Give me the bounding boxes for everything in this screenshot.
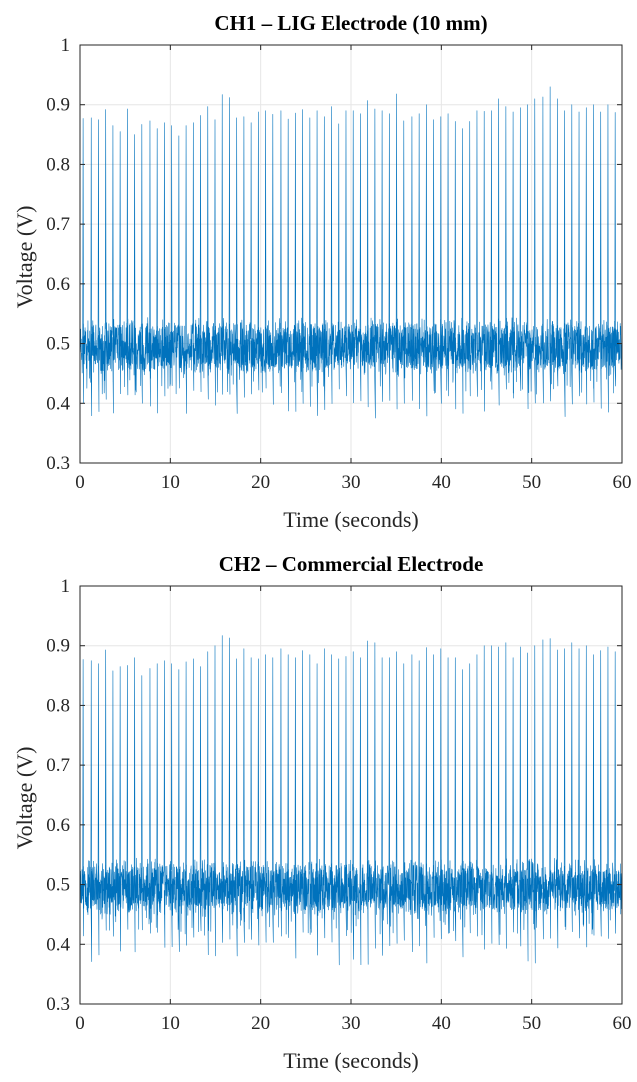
x-tick-label: 20 (251, 472, 270, 493)
y-tick-label: 1 (61, 576, 71, 597)
x-tick-label: 10 (161, 1013, 180, 1034)
y-tick-label: 0.6 (46, 274, 70, 295)
y-axis-label: Voltage (V) (12, 206, 37, 309)
y-tick-label: 0.8 (46, 695, 70, 716)
y-tick-labels: 0.3 0.4 0.5 0.6 0.7 0.8 0.9 1 (46, 576, 70, 1015)
x-tick-labels: 0 10 20 30 40 50 60 (75, 1013, 631, 1034)
y-tick-label: 1 (61, 35, 71, 56)
x-axis-label: Time (seconds) (283, 507, 418, 532)
chart-ch1: CH1 – LIG Electrode (10 mm) 0 10 20 30 40 50 6… (0, 0, 637, 541)
y-tick-label: 0.7 (46, 214, 70, 235)
grid-lines (80, 45, 622, 463)
y-tick-label: 0.9 (46, 636, 70, 657)
x-tick-label: 60 (613, 1013, 632, 1034)
y-tick-label: 0.5 (46, 334, 70, 355)
y-tick-label: 0.4 (46, 934, 70, 955)
x-tick-label: 20 (251, 1013, 270, 1034)
x-tick-label: 30 (342, 1013, 361, 1034)
x-tick-label: 50 (522, 472, 541, 493)
y-tick-label: 0.5 (46, 875, 70, 896)
x-tick-label: 50 (522, 1013, 541, 1034)
x-tick-label: 30 (342, 472, 361, 493)
x-tick-label: 40 (432, 472, 451, 493)
y-tick-label: 0.3 (46, 453, 70, 474)
y-tick-label: 0.7 (46, 755, 70, 776)
y-tick-label: 0.4 (46, 393, 70, 414)
y-tick-labels: 0.3 0.4 0.5 0.6 0.7 0.8 0.9 1 (46, 35, 70, 474)
y-tick-label: 0.6 (46, 815, 70, 836)
x-tick-labels: 0 10 20 30 40 50 60 (75, 472, 631, 493)
chart-title: CH2 – Commercial Electrode (219, 552, 484, 576)
y-tick-label: 0.3 (46, 994, 70, 1015)
chart-panel-ch1: CH1 – LIG Electrode (10 mm) 0 10 20 30 40 50 6… (0, 0, 637, 541)
x-tick-label: 60 (613, 472, 632, 493)
chart-panel-ch2: CH2 – Commercial Electrode 0 10 20 30 40 50 60… (0, 541, 637, 1082)
y-tick-label: 0.8 (46, 154, 70, 175)
x-axis-label: Time (seconds) (283, 1048, 418, 1073)
x-tick-label: 10 (161, 472, 180, 493)
chart-title: CH1 – LIG Electrode (10 mm) (214, 11, 487, 35)
grid-lines (80, 586, 622, 1004)
x-tick-label: 40 (432, 1013, 451, 1034)
chart-ch2: CH2 – Commercial Electrode 0 10 20 30 40 50 60… (0, 541, 637, 1082)
y-tick-label: 0.9 (46, 95, 70, 116)
x-tick-label: 0 (75, 1013, 85, 1034)
y-axis-label: Voltage (V) (12, 747, 37, 850)
x-tick-label: 0 (75, 472, 85, 493)
